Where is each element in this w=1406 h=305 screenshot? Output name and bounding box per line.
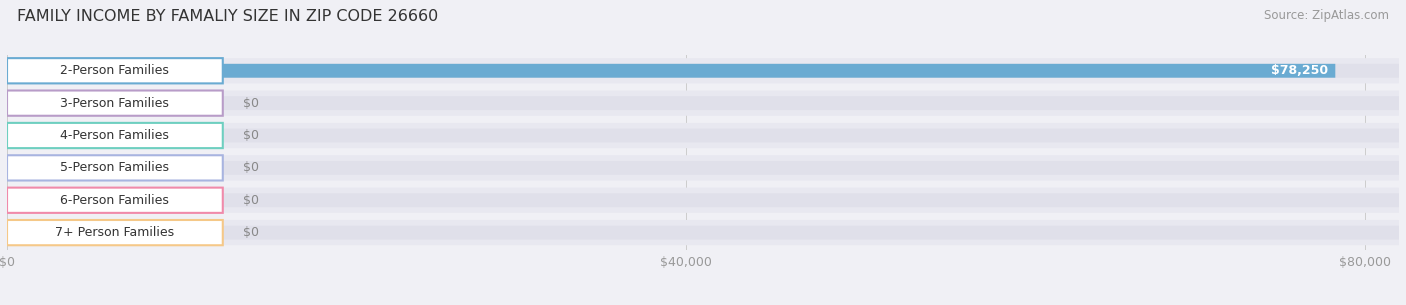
FancyBboxPatch shape	[222, 96, 1399, 110]
FancyBboxPatch shape	[7, 123, 1399, 148]
Text: $0: $0	[243, 97, 259, 109]
FancyBboxPatch shape	[222, 129, 1399, 142]
FancyBboxPatch shape	[7, 155, 222, 181]
Text: $0: $0	[243, 161, 259, 174]
Text: Source: ZipAtlas.com: Source: ZipAtlas.com	[1264, 9, 1389, 22]
FancyBboxPatch shape	[7, 91, 1399, 116]
Text: 5-Person Families: 5-Person Families	[60, 161, 169, 174]
FancyBboxPatch shape	[222, 193, 1399, 207]
FancyBboxPatch shape	[222, 161, 1399, 175]
FancyBboxPatch shape	[7, 123, 222, 148]
FancyBboxPatch shape	[7, 220, 1399, 245]
FancyBboxPatch shape	[7, 64, 1336, 78]
FancyBboxPatch shape	[222, 64, 1399, 78]
Text: 6-Person Families: 6-Person Families	[60, 194, 169, 207]
Text: $0: $0	[243, 194, 259, 207]
FancyBboxPatch shape	[7, 58, 1399, 83]
Text: 4-Person Families: 4-Person Families	[60, 129, 169, 142]
FancyBboxPatch shape	[222, 226, 1399, 239]
FancyBboxPatch shape	[7, 188, 1399, 213]
Text: FAMILY INCOME BY FAMALIY SIZE IN ZIP CODE 26660: FAMILY INCOME BY FAMALIY SIZE IN ZIP COD…	[17, 9, 439, 24]
Text: $78,250: $78,250	[1271, 64, 1329, 77]
Text: 3-Person Families: 3-Person Families	[60, 97, 169, 109]
Text: 7+ Person Families: 7+ Person Families	[55, 226, 174, 239]
Text: $0: $0	[243, 129, 259, 142]
FancyBboxPatch shape	[7, 155, 1399, 181]
FancyBboxPatch shape	[7, 220, 222, 245]
Text: $0: $0	[243, 226, 259, 239]
FancyBboxPatch shape	[7, 91, 222, 116]
FancyBboxPatch shape	[7, 188, 222, 213]
FancyBboxPatch shape	[7, 58, 222, 83]
Text: 2-Person Families: 2-Person Families	[60, 64, 169, 77]
